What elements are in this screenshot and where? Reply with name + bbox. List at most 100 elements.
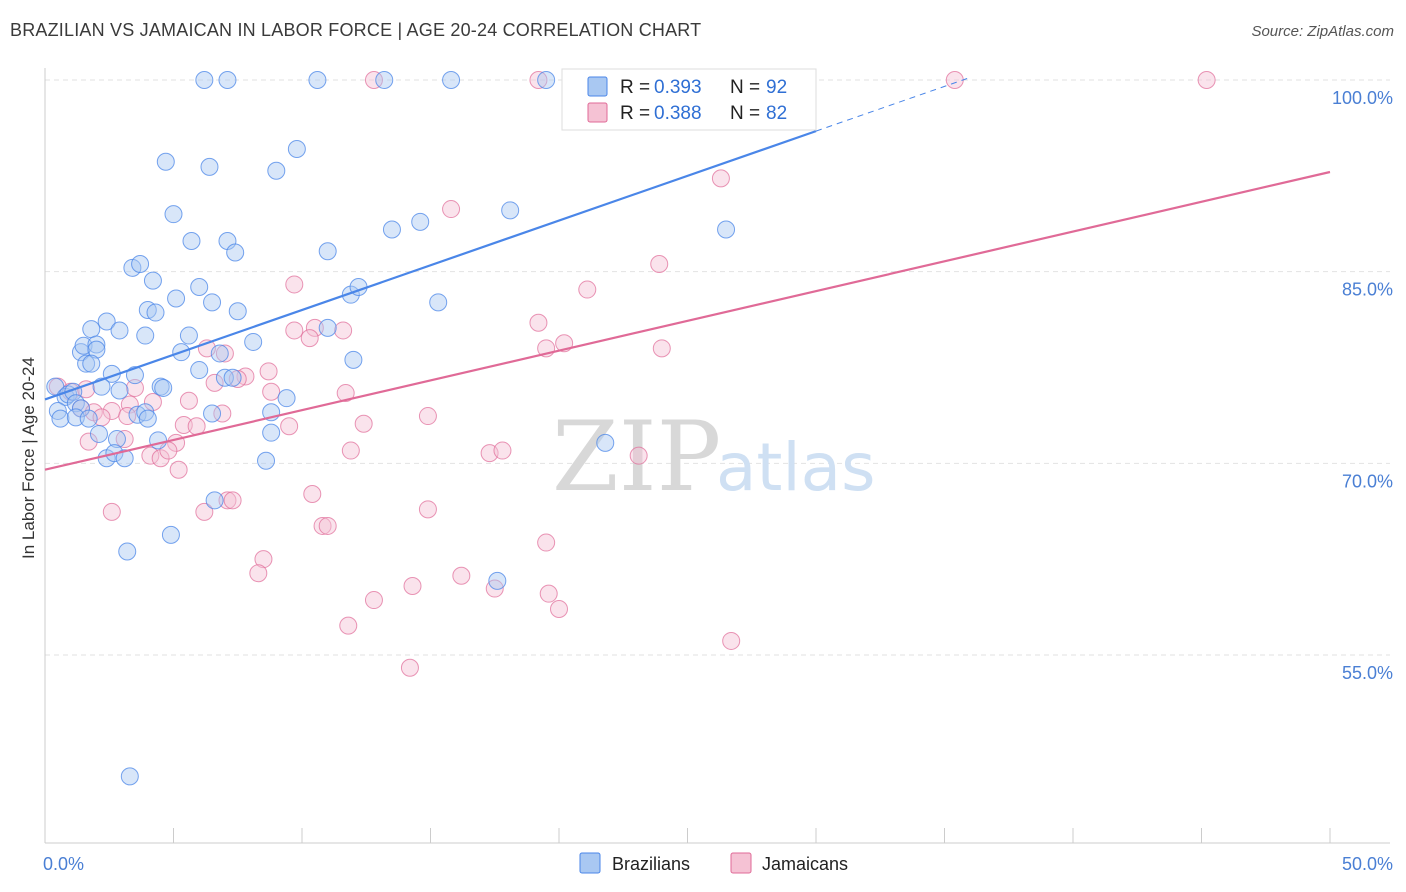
jamaicans-point [218, 491, 237, 510]
legend-r-label-jamaicans: R = [620, 103, 650, 124]
brazilians-point [287, 140, 306, 158]
jamaicans-point [179, 391, 198, 410]
brazilians-point [167, 289, 186, 308]
jamaicans-point [339, 616, 358, 635]
brazilians-point [318, 242, 337, 261]
brazilians-point [131, 255, 150, 273]
bottom-legend-jamaicans: Jamaicans [762, 854, 848, 874]
legend-n-label-brazilians: N = [730, 77, 760, 98]
brazilians-point [79, 409, 98, 428]
watermark: ZIP atlas [552, 401, 876, 513]
brazilians-point [318, 318, 337, 337]
jamaicans-point [285, 321, 304, 340]
jamaicans-point [280, 417, 299, 436]
brazilians-point [262, 423, 281, 442]
jamaicans-point [650, 255, 669, 273]
brazilians-point [226, 243, 245, 262]
jamaicans-point [418, 407, 437, 426]
brazilians-point [136, 326, 155, 345]
brazilians-point [125, 366, 144, 385]
jamaicans-point [213, 404, 232, 423]
brazilians-point [228, 302, 247, 321]
jamaicans-point [120, 395, 139, 414]
legend-n-label-jamaicans: N = [730, 103, 760, 124]
brazilians-point [146, 303, 165, 322]
jamaicans-point [364, 71, 383, 89]
brazilians-point [143, 271, 162, 290]
jamaicans-point [174, 416, 193, 434]
brazilians-point [82, 354, 101, 373]
jamaicans-point [400, 658, 419, 677]
bottom-legend-brazilians: Brazilians [612, 854, 690, 874]
bottom-legend: Brazilians Jamaicans [579, 852, 848, 874]
brazilians-point [179, 326, 198, 345]
jamaicans-point [313, 516, 332, 535]
jamaicans-point [223, 491, 242, 510]
x-tick-labels: 0.0% 50.0% [43, 854, 1393, 874]
brazilians-point [66, 394, 85, 413]
y-axis-title: In Labor Force | Age 20-24 [19, 357, 38, 559]
brazilians-point [149, 431, 168, 450]
legend-swatch-brazilians [587, 76, 608, 97]
jamaicans-point [151, 449, 170, 468]
jamaicans-point [259, 362, 278, 381]
jamaicans-point [215, 344, 234, 363]
legend-r-label-brazilians: R = [620, 77, 650, 98]
top-legend: R = 0.393 N = 92 R = 0.388 N = 82 [561, 68, 817, 131]
brazilians-point [308, 71, 327, 89]
brazilians-point [164, 205, 183, 224]
brazilians-point [218, 71, 237, 89]
jamaicans-point [195, 502, 214, 521]
jamaicans-point [79, 432, 98, 451]
brazilians-point [66, 408, 85, 427]
brazilians-point [138, 409, 157, 428]
jamaicans-point [529, 313, 548, 332]
brazilians-points [46, 71, 736, 786]
brazilians-point [203, 404, 222, 423]
brazilians-point [92, 377, 111, 396]
jamaicans-point [141, 446, 160, 465]
brazilians-point [77, 354, 96, 373]
brazilians-point [200, 157, 219, 176]
brazilians-point [87, 340, 106, 359]
jamaicans-point [442, 200, 461, 219]
jamaicans-point [629, 446, 648, 465]
brazilians-point [89, 424, 108, 443]
jamaicans-point [945, 71, 964, 89]
jamaicans-trend-line [44, 170, 1331, 471]
jamaicans-point [529, 71, 548, 89]
brazilians-point [429, 293, 448, 312]
jamaicans-point [336, 384, 355, 403]
jamaicans-point [711, 169, 730, 188]
brazilians-point [382, 220, 401, 239]
y-tick-label: 70.0% [1342, 471, 1393, 491]
brazilians-point [501, 201, 520, 220]
legend-r-value-brazilians: 0.393 [654, 77, 702, 98]
jamaicans-point [254, 550, 273, 569]
brazilians-point [488, 571, 507, 590]
jamaicans-point [539, 584, 558, 603]
jamaicans-point [169, 460, 188, 479]
brazilians-point [110, 321, 129, 340]
brazilians-point [244, 332, 263, 351]
brazilians-point [223, 368, 242, 387]
jamaicans-point [493, 441, 512, 460]
brazilians-point [87, 335, 106, 354]
jamaicans-point [418, 500, 437, 519]
brazilians-point [97, 312, 116, 331]
brazilians-point [182, 232, 201, 250]
legend-r-value-jamaicans: 0.388 [654, 103, 702, 124]
jamaicans-point [115, 430, 134, 449]
jamaicans-point [341, 441, 360, 460]
x-tick-label: 50.0% [1342, 854, 1393, 874]
source-label: Source: ZipAtlas.com [1251, 23, 1394, 40]
jamaicans-point [249, 564, 268, 583]
brazilians-point [156, 152, 175, 171]
brazilians-point [344, 350, 363, 369]
brazilians-point [82, 320, 101, 339]
trend-lines [44, 76, 1331, 471]
y-tick-label: 55.0% [1342, 663, 1393, 683]
brazilians-point [277, 389, 296, 408]
y-tick-label: 100.0% [1332, 88, 1393, 108]
brazilians-point [375, 71, 394, 89]
